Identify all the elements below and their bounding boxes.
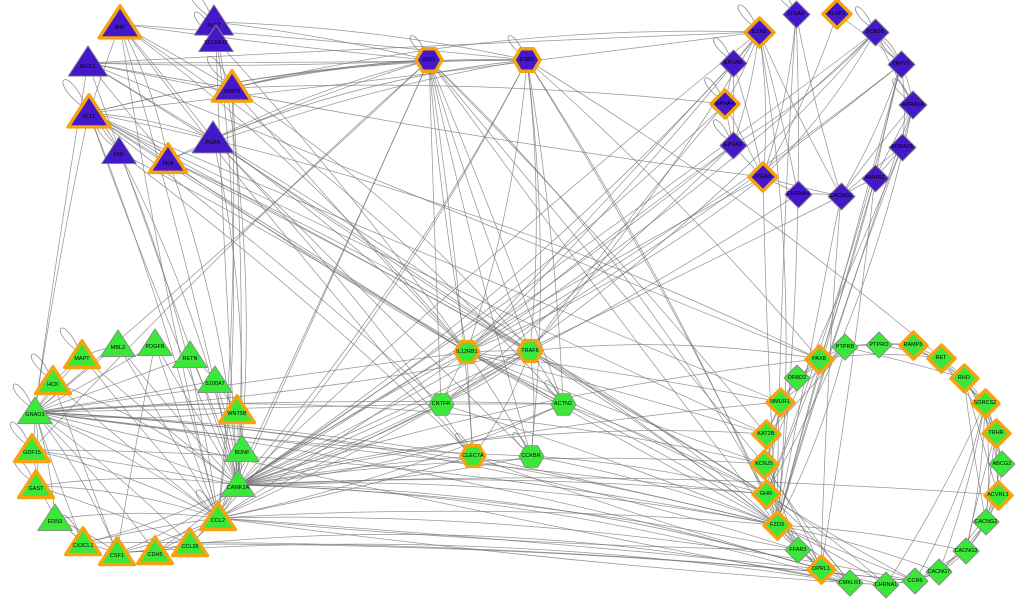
node-shape-triangle [18,397,53,424]
graph-node-flt1[interactable]: FLT1 [65,89,113,137]
node-shape-hexagon [455,342,479,363]
node-shape-triangle [199,25,234,52]
node-shape-diamond [745,18,774,47]
node-shape-hexagon [514,49,540,72]
node-shape-diamond [866,332,892,358]
graph-node-cckbr[interactable]: CCKBR [513,438,550,475]
node-shape-triangle [138,329,173,356]
graph-node-cntfr[interactable]: CNTFR [423,386,460,423]
node-shape-triangle [19,471,54,498]
graph-node-itga8[interactable]: ITGA8 [777,0,816,34]
node-shape-diamond [753,421,780,448]
node-shape-triangle [225,435,260,462]
graph-node-cdh5[interactable]: CDH5 [134,531,176,573]
graph-node-wnt5b[interactable]: WNT5B [216,390,258,432]
graph-node-cacng1[interactable]: CACNG1 [822,177,861,216]
graph-node-ptpro[interactable]: PTPRO [860,326,898,364]
node-shape-triangle [221,470,256,497]
graph-node-fgf6[interactable]: FGF6 [189,115,237,163]
graph-node-cmklr1[interactable]: CMKLR1 [831,564,869,602]
node-shape-diamond [889,134,916,161]
graph-node-epha5[interactable]: EPHA5 [714,44,753,83]
node-shape-hexagon [551,393,576,415]
graph-node-il12rb1[interactable]: IL12RB1 [449,334,485,370]
graph-node-chrna4[interactable]: CHRNA4 [779,175,818,214]
node-shape-diamond [989,451,1015,477]
node-shape-hexagon [519,445,544,467]
graph-node-esr2[interactable]: ESR2 [508,41,546,79]
node-shape-diamond [899,91,927,119]
graph-node-amhr2[interactable]: AMHR2 [856,159,895,198]
graph-node-irs1[interactable]: IRS1 [410,41,448,79]
graph-node-mbl2[interactable]: MBL2 [97,324,139,366]
node-shape-triangle [15,435,50,462]
node-shape-diamond [785,181,812,208]
node-shape-diamond [832,334,858,360]
node-shape-diamond [767,389,794,416]
node-shape-diamond [983,420,1010,447]
node-shape-diamond [751,451,778,478]
graph-node-itga3[interactable]: ITGA3 [743,157,783,197]
graph-node-trpv1[interactable]: TRPV1 [882,45,921,84]
node-shape-diamond [823,0,851,28]
node-shape-diamond [862,165,889,192]
graph-node-csf1[interactable]: CSF1 [96,532,138,574]
node-shape-triangle [100,538,135,565]
node-shape-diamond [749,163,777,191]
graph-node-gnao1[interactable]: GNAO1 [14,391,56,433]
node-shape-triangle [192,121,234,153]
graph-node-fka[interactable]: FKA [146,138,190,182]
node-shape-hexagon [518,341,542,362]
graph-node-klrf2[interactable]: KLRF2 [817,0,857,34]
node-shape-triangle [36,367,71,394]
graph-node-muc1[interactable]: MUC1 [65,40,111,86]
node-shape-hexagon [461,446,485,467]
node-shape-triangle [138,537,173,564]
node-shape-triangle [198,366,233,393]
node-shape-diamond [828,183,855,210]
node-shape-diamond [902,568,928,594]
node-shape-hexagon [429,393,454,415]
graph-node-mmp9[interactable]: MMP9 [209,65,255,111]
graph-node-ptprb[interactable]: PTPRB [826,328,864,366]
node-shape-hexagon [416,49,442,72]
graph-node-fn1[interactable]: FN1 [98,131,140,173]
node-shape-triangle [212,71,251,101]
node-shape-triangle [173,529,208,556]
node-shape-triangle [99,6,141,38]
graph-node-actn2[interactable]: ACTN2 [545,386,582,423]
node-shape-triangle [102,137,137,164]
node-shape-diamond [862,19,889,46]
graph-node-traf6[interactable]: TRAF6 [512,333,548,369]
graph-node-slc6a12[interactable]: SLC6A12 [195,19,237,61]
node-shape-triangle [68,95,110,127]
node-shape-diamond [783,1,810,28]
graph-node-ccr6[interactable]: CCR6 [896,562,934,600]
node-shape-diamond [972,390,999,417]
node-shape-diamond [720,50,747,77]
node-shape-diamond [711,90,739,118]
node-shape-diamond [888,51,915,78]
node-shape-triangle [149,144,186,173]
node-shape-triangle [220,396,255,423]
node-shape-diamond [837,570,863,596]
node-shape-diamond [753,481,780,508]
node-shape-triangle [68,46,107,76]
graph-node-adra1a[interactable]: ADRA1A [893,85,933,125]
node-shape-triangle [101,330,136,357]
graph-node-epha4[interactable]: EPHA4 [705,84,745,124]
node-shape-diamond [720,132,747,159]
graph-node-clec7a[interactable]: CLEC7A [455,438,491,474]
